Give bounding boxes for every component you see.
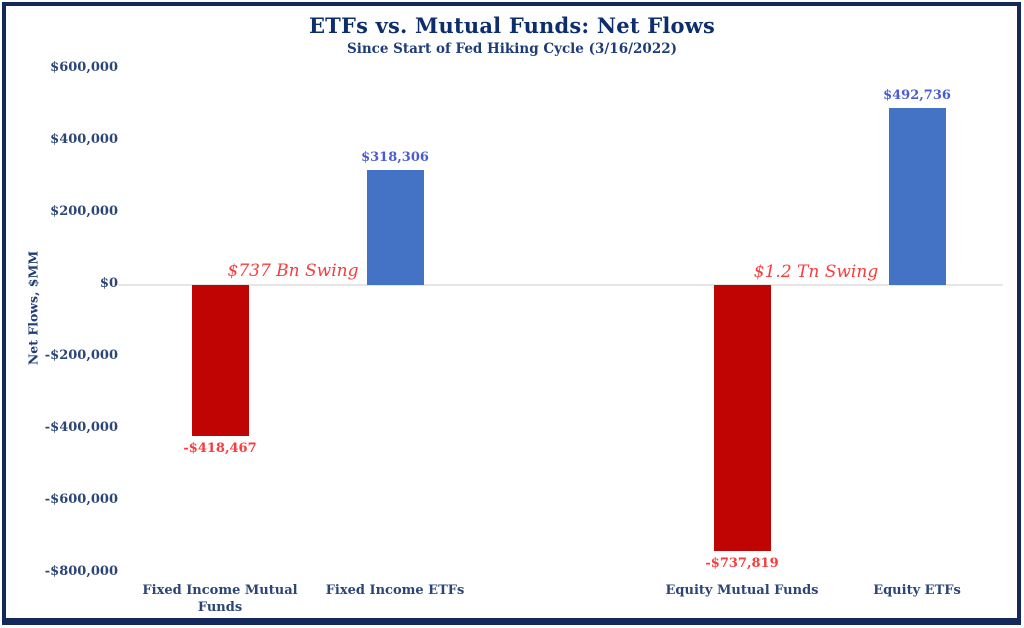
y-tick-label-800-000: -$800,000 [44,564,118,579]
swing-annotation-2: $1.2 Tn Swing [753,262,879,282]
y-tick-label-400-000: $400,000 [50,132,118,147]
bar-fixed-income-mutual-funds [191,285,249,436]
y-tick-label-200-000: $200,000 [50,204,118,219]
y-tick-label-0: $0 [99,276,118,291]
category-label-fixed-income-mutual-funds: Fixed Income Mutual Funds [142,583,298,615]
value-label-equity-mutual-funds: -$737,819 [705,555,779,571]
value-label-fixed-income-etfs: $318,306 [361,150,429,166]
bar-equity-etfs [888,107,946,285]
chart-subtitle: Since Start of Fed Hiking Cycle (3/16/20… [346,41,677,57]
y-tick-label-600-000: $600,000 [50,60,118,75]
zero-axis-line [118,284,1003,286]
bar-equity-mutual-funds [713,285,771,551]
value-label-fixed-income-mutual-funds: -$418,467 [183,440,257,456]
y-tick-label-400-000: -$400,000 [44,420,118,435]
category-label-equity-etfs: Equity ETFs [873,583,961,598]
swing-annotation-1: $737 Bn Swing [227,261,359,281]
bar-fixed-income-etfs [366,170,424,285]
value-label-equity-etfs: $492,736 [883,87,951,103]
y-tick-label-600-000: -$600,000 [44,492,118,507]
chart-title: ETFs vs. Mutual Funds: Net Flows [308,13,716,38]
category-label-equity-mutual-funds: Equity Mutual Funds [665,583,819,598]
category-label-fixed-income-etfs: Fixed Income ETFs [325,583,465,598]
y-tick-label-200-000: -$200,000 [44,348,118,363]
